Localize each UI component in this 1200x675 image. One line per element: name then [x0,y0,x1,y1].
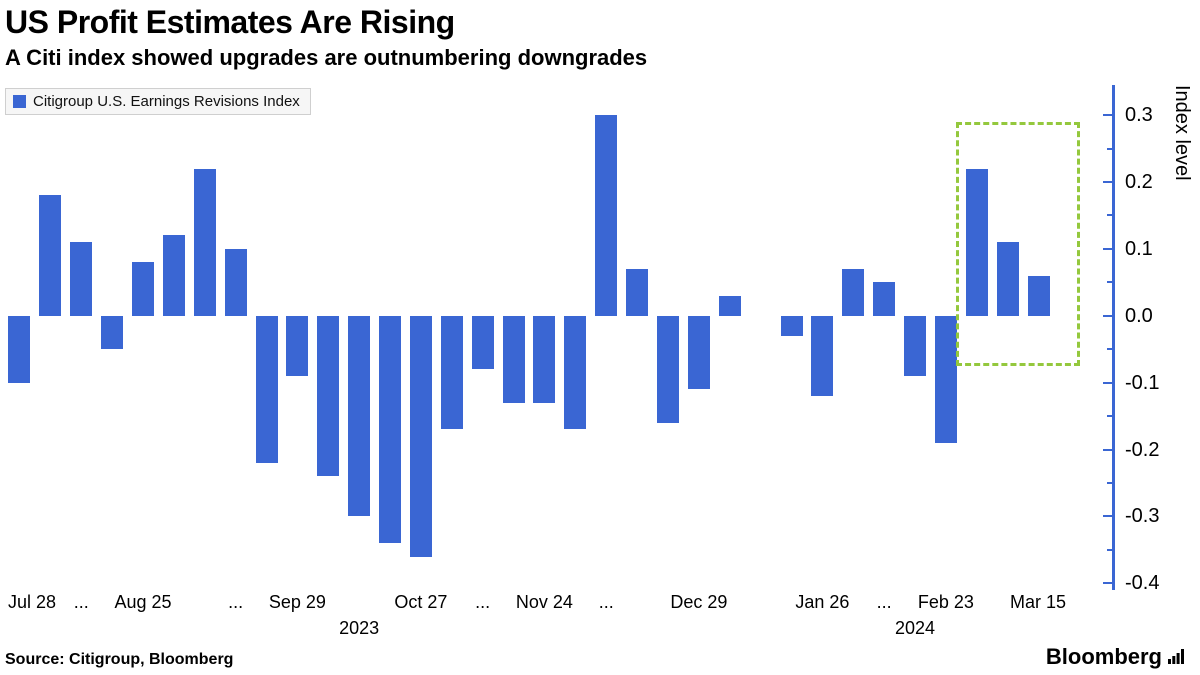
bar [131,262,154,316]
bar [440,315,463,430]
y-major-tick [1103,448,1112,451]
bar [193,168,216,316]
bar [224,248,247,316]
y-axis-title: Index level [1171,85,1193,181]
bar [780,315,803,336]
bar [1027,275,1050,316]
bar [379,315,402,544]
highlight-box [956,121,1080,366]
x-tick-label: Oct 27 [394,592,448,612]
y-tick-label: -0.1 [1125,371,1160,394]
bar [873,282,896,316]
x-tick-label: Nov 24 [515,592,573,612]
x-tick-label: Mar 15 [1009,592,1067,612]
y-tick-label: 0.0 [1125,304,1153,327]
y-tick-label: -0.2 [1125,438,1160,461]
bar [286,315,309,376]
bar [965,168,988,316]
bar [842,268,865,316]
x-tick-label: Jul 28 [7,592,57,612]
x-tick-ellipsis: ... [73,592,89,612]
bar [101,315,124,350]
bar [317,315,340,477]
x-tick-ellipsis: ... [228,592,244,612]
bar [39,195,62,316]
bar [162,235,185,316]
chart-title: US Profit Estimates Are Rising [5,4,455,40]
bloomberg-bars-icon [1168,644,1184,670]
y-tick-label: 0.2 [1125,170,1153,193]
y-major-tick [1103,114,1112,117]
bar [656,315,679,423]
y-minor-tick [1107,415,1112,418]
bar [996,242,1019,316]
bar [626,268,649,316]
year-label: 2024 [894,618,936,638]
y-axis: 0.3 0.2 0.1 0.0 -0.1 -0.2 -0.3 -0.4 [1103,85,1174,594]
bar [564,315,587,430]
x-tick-label: Feb 23 [917,592,974,612]
bar [471,315,494,370]
x-tick-ellipsis: ... [598,592,614,612]
bar [409,315,432,557]
x-tick-label: Sep 29 [268,592,326,612]
y-minor-tick [1107,348,1112,351]
y-major-tick [1103,180,1112,183]
x-tick-label: Jan 26 [795,592,850,612]
bar [8,315,31,383]
bar [595,115,618,316]
y-major-tick [1103,247,1112,250]
y-major-tick [1103,381,1112,384]
bar [904,315,927,376]
bar [348,315,371,517]
y-minor-tick [1107,548,1112,551]
bar [934,315,957,443]
bloomberg-logo: Bloomberg [1046,644,1184,670]
bar [70,242,93,316]
bar [687,315,710,390]
bar [811,315,834,396]
x-tick-ellipsis: ... [876,592,892,612]
plot-area [4,85,1080,590]
source-note: Source: Citigroup, Bloomberg [5,651,234,668]
y-axis-line [1112,85,1115,590]
bar [718,295,741,316]
legend-swatch-icon [13,95,26,108]
legend-label: Citigroup U.S. Earnings Revisions Index [33,93,300,110]
x-tick-ellipsis: ... [475,592,491,612]
bar [533,315,556,403]
bar [502,315,525,403]
y-minor-tick [1107,281,1112,284]
chart-subtitle: A Citi index showed upgrades are outnumb… [5,45,648,70]
y-tick-label: -0.4 [1125,572,1160,595]
y-major-tick [1103,515,1112,518]
y-tick-label: 0.3 [1125,104,1153,127]
y-major-tick [1103,314,1112,317]
bar [255,315,278,463]
y-minor-tick [1107,214,1112,217]
y-minor-tick [1107,481,1112,484]
y-major-tick [1103,582,1112,585]
legend: Citigroup U.S. Earnings Revisions Index [5,88,311,115]
x-tick-label: Aug 25 [114,592,172,612]
y-minor-tick [1107,147,1112,150]
y-tick-label: -0.3 [1125,505,1160,528]
x-tick-label: Dec 29 [670,592,728,612]
year-label: 2023 [339,618,380,638]
y-tick-label: 0.1 [1125,237,1153,260]
bloomberg-wordmark: Bloomberg [1045,644,1162,669]
x-axis-labels: Jul 28... Aug 25... Sep 29 Oct 27... Nov 24.… [4,590,1066,646]
